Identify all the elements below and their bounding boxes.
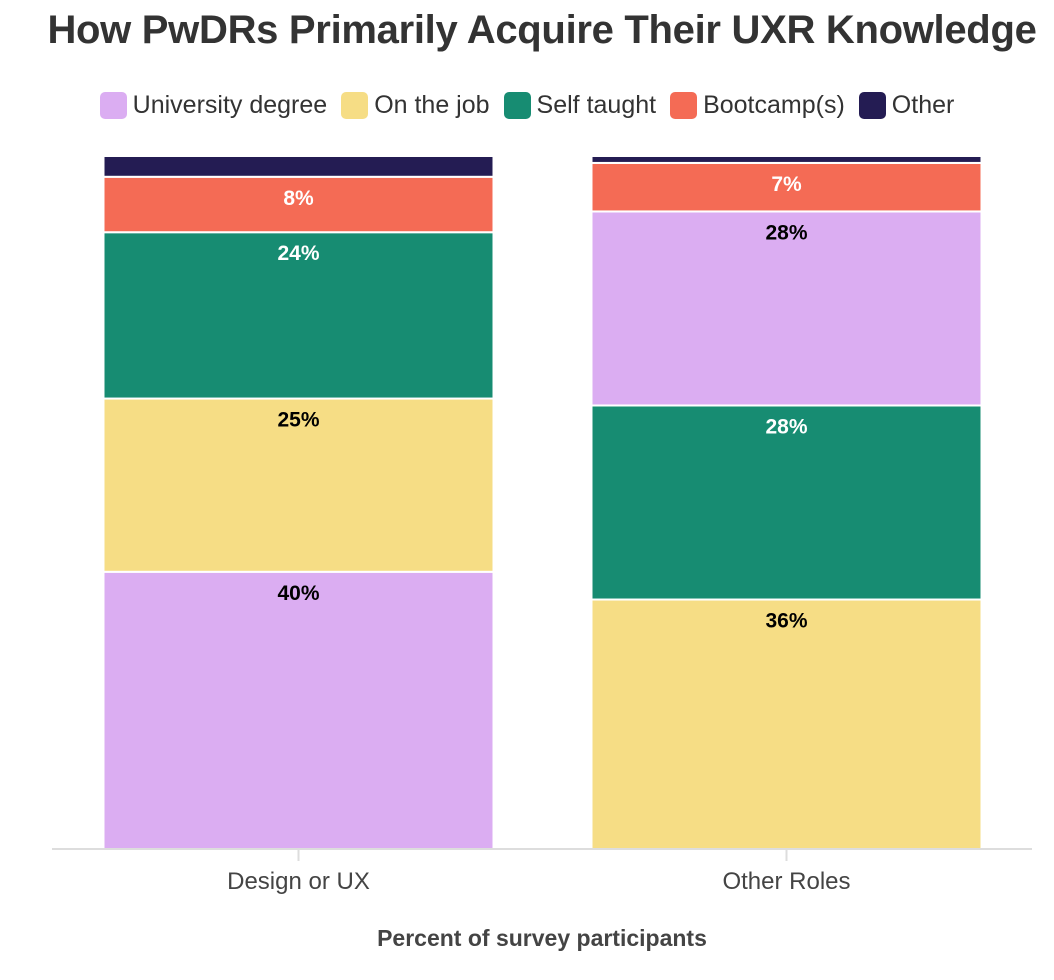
legend-item-on-the-job: On the job bbox=[341, 90, 490, 120]
x-tick-label: Design or UX bbox=[227, 868, 370, 895]
bar-segment-self-taught bbox=[590, 404, 983, 601]
bar-design-or-ux: 40% 25% 24% 8% bbox=[102, 155, 495, 850]
legend-swatch bbox=[341, 91, 369, 119]
data-label: 25% bbox=[277, 409, 319, 432]
legend-item-other: Other bbox=[858, 90, 955, 120]
bar-segment-on-the-job bbox=[590, 598, 983, 851]
bar-segment-university-degree bbox=[102, 570, 495, 850]
legend-label: Self taught bbox=[536, 90, 657, 119]
legend-label: Bootcamp(s) bbox=[703, 90, 845, 119]
legend-swatch bbox=[99, 91, 127, 119]
bar-segment-on-the-job bbox=[102, 397, 495, 573]
data-label: 40% bbox=[277, 582, 319, 605]
bar-segment-bootcamp-s bbox=[590, 161, 983, 213]
x-axis-title: Percent of survey participants bbox=[377, 925, 707, 951]
bar-segment-self-taught bbox=[102, 231, 495, 400]
data-label: 8% bbox=[283, 187, 314, 210]
legend-label: On the job bbox=[374, 90, 490, 119]
data-label: 28% bbox=[765, 415, 807, 438]
chart-title: How PwDRs Primarily Acquire Their UXR Kn… bbox=[47, 8, 1037, 52]
bar-segment-other bbox=[102, 155, 495, 178]
legend-label: Other bbox=[891, 90, 955, 119]
stacked-bar-plot: 40% 25% 24% 8% Design or UX 36% 28% 28% 7% Other … bbox=[52, 155, 1032, 895]
legend-item-bootcamp-s: Bootcamp(s) bbox=[670, 91, 845, 120]
legend-label: University degree bbox=[132, 90, 328, 119]
data-label: 7% bbox=[771, 173, 802, 196]
legend-swatch bbox=[858, 91, 886, 119]
bar-segment-other bbox=[590, 155, 983, 164]
bar-segment-university-degree bbox=[590, 210, 983, 407]
data-label: 36% bbox=[765, 610, 807, 633]
data-label: 28% bbox=[765, 221, 807, 244]
legend-swatch bbox=[503, 91, 531, 119]
bar-other-roles: 36% 28% 28% 7% bbox=[590, 155, 983, 851]
bar-segment-bootcamp-s bbox=[102, 175, 495, 234]
x-tick-label: Other Roles bbox=[722, 868, 850, 895]
legend: University degree On the job Self taught Bo… bbox=[0, 88, 1054, 122]
legend-item-university-degree: University degree bbox=[99, 90, 328, 120]
data-label: 24% bbox=[277, 242, 319, 265]
legend-item-self-taught: Self taught bbox=[503, 90, 657, 120]
legend-swatch bbox=[670, 91, 698, 119]
